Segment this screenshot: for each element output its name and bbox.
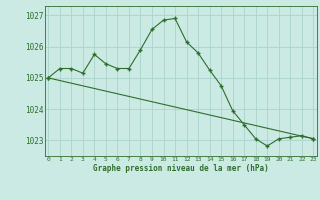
- X-axis label: Graphe pression niveau de la mer (hPa): Graphe pression niveau de la mer (hPa): [93, 164, 269, 173]
